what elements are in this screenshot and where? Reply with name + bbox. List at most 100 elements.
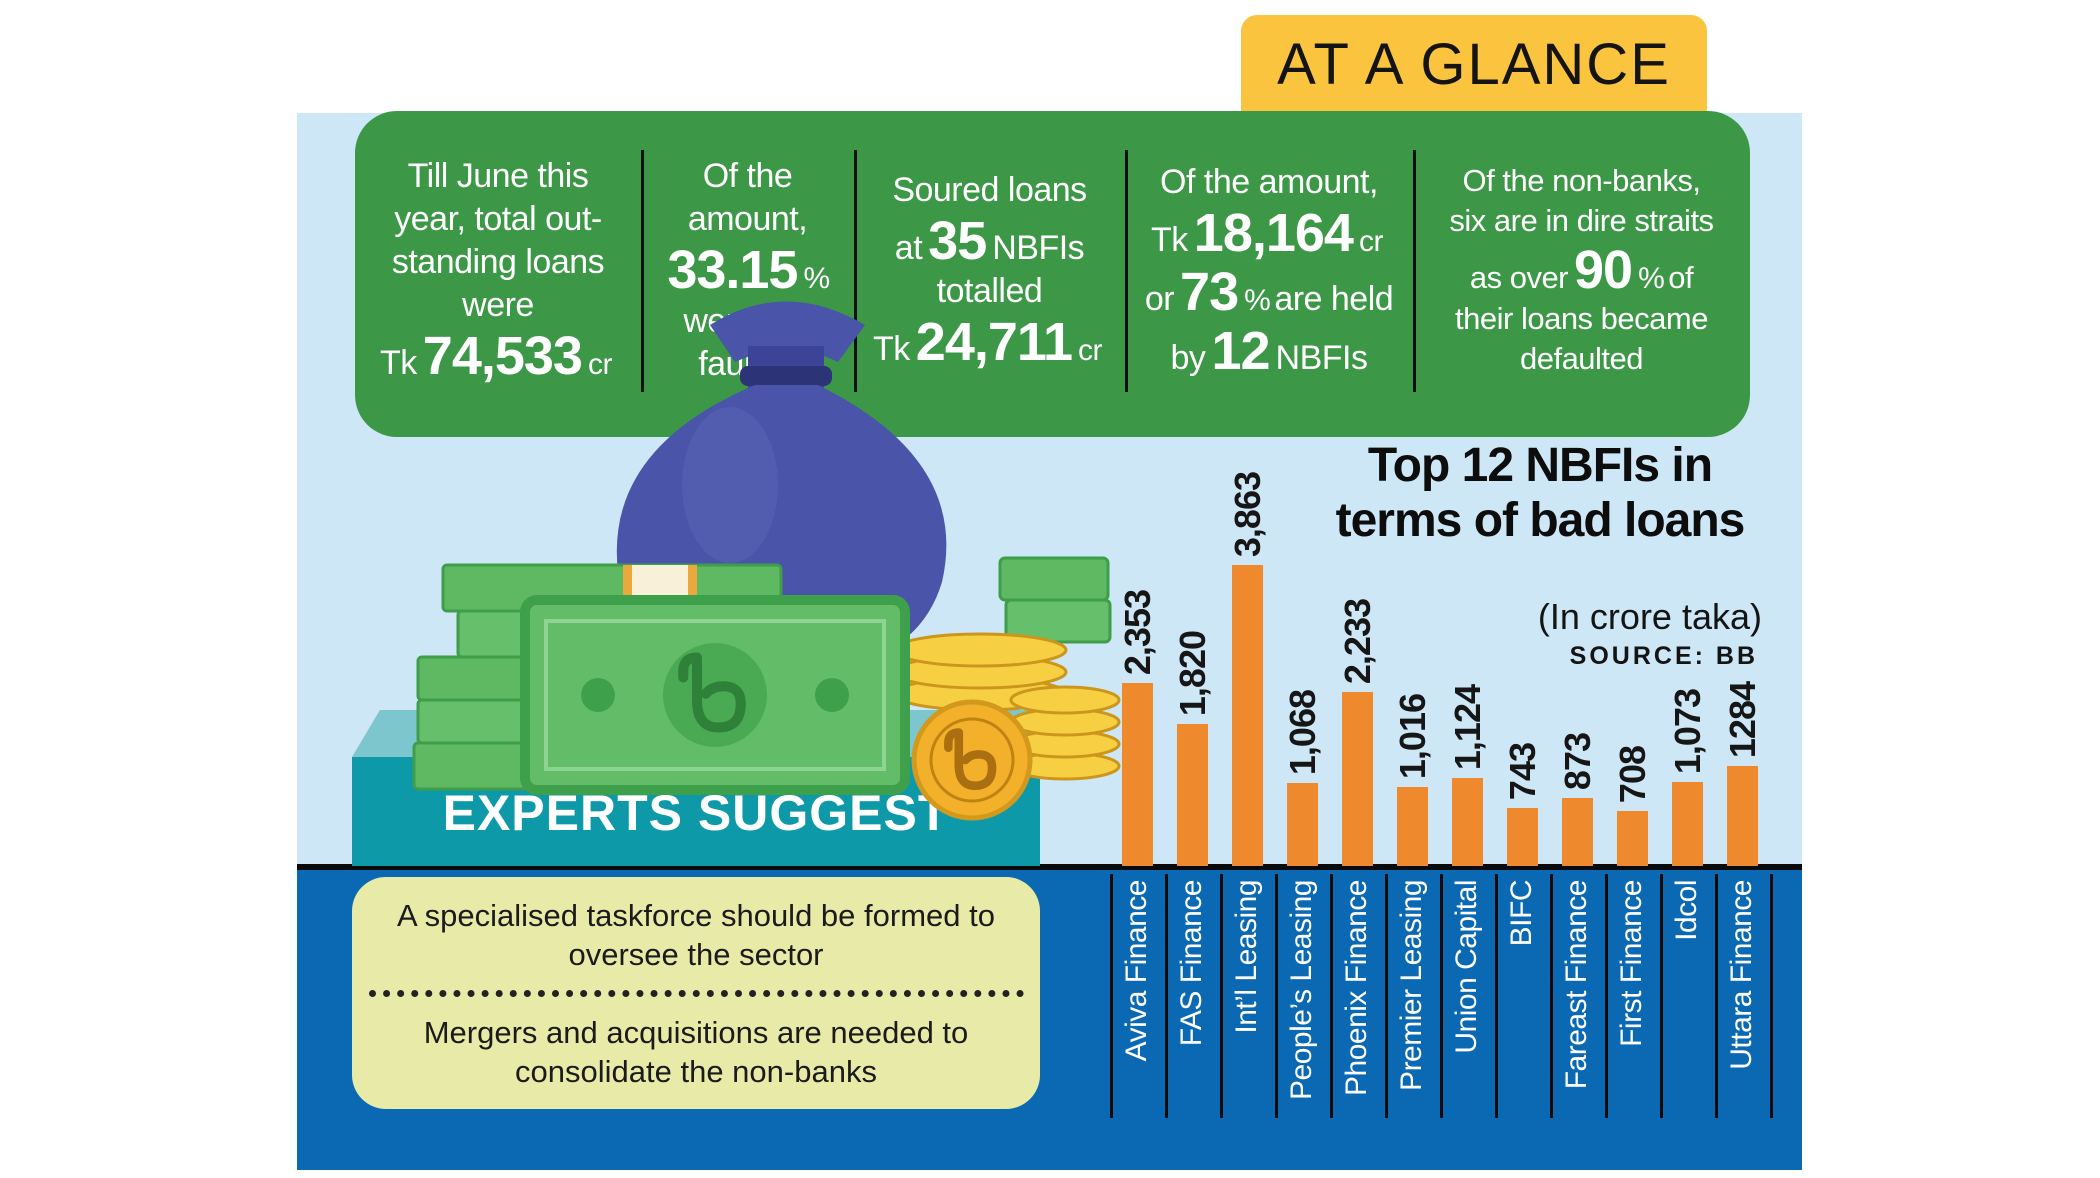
category-divider-line xyxy=(1660,874,1663,1118)
stat-text: % xyxy=(1244,283,1271,317)
category-label: Premier Leasing xyxy=(1394,880,1428,1091)
bar-value-label: 1,016 xyxy=(1391,693,1433,779)
stat-text-line: Soured loans xyxy=(860,169,1119,212)
bar xyxy=(1452,778,1483,866)
category-label: FAS Finance xyxy=(1174,880,1208,1047)
stat-text-line: their loans became xyxy=(1419,299,1744,339)
category-divider-line xyxy=(1330,874,1333,1118)
bar xyxy=(1617,811,1648,866)
bar xyxy=(1232,565,1263,866)
stat-text-line: Tk 74,533 cr xyxy=(361,327,635,386)
category-divider-line xyxy=(1770,874,1773,1118)
bar xyxy=(1727,766,1758,866)
stat-text-line: Tk 18,164 cr xyxy=(1131,204,1407,263)
stat-text: Of the xyxy=(702,156,793,195)
bar-value-label: 2,353 xyxy=(1116,589,1158,675)
stat-text-line: were xyxy=(361,284,635,327)
stat-big-number: 35 xyxy=(928,210,987,271)
stat-text: of xyxy=(1668,260,1694,295)
stat-text-line: Of the xyxy=(647,155,848,198)
stat-text-line: defaulted xyxy=(1419,339,1744,379)
stat-text: cr xyxy=(1358,224,1384,258)
category-divider-line xyxy=(1495,874,1498,1118)
chart-title-line1: Top 12 NBFIs in xyxy=(1367,439,1713,492)
stat-text: or xyxy=(1144,279,1175,318)
bar-value-label: 1,073 xyxy=(1666,688,1708,774)
category-label: Aviva Finance xyxy=(1119,880,1153,1062)
stat-text: Of the amount, xyxy=(1160,162,1378,201)
bar-value-label: 3,863 xyxy=(1226,471,1268,557)
stat-text: year, total out- xyxy=(394,199,602,238)
bar-value-label: 873 xyxy=(1556,732,1598,790)
category-label: Idcol xyxy=(1669,880,1703,941)
stat-panel: Till June this year, total out-standing l… xyxy=(355,111,641,437)
stat-text: cr xyxy=(587,347,613,381)
category-label: Union Capital xyxy=(1449,880,1483,1054)
bar xyxy=(1342,692,1373,866)
bar xyxy=(1397,787,1428,866)
category-label: Int’l Leasing xyxy=(1229,880,1263,1034)
bar xyxy=(1562,798,1593,866)
at-a-glance-badge: AT A GLANCE xyxy=(1241,15,1707,115)
stat-text: defaulted xyxy=(1519,341,1644,376)
category-divider-line xyxy=(1550,874,1553,1118)
bar-value-label: 1,820 xyxy=(1171,630,1213,716)
stat-text: NBFIs xyxy=(1275,338,1368,377)
gold-coin-icon xyxy=(911,699,1033,821)
stat-panel-divider xyxy=(1413,150,1416,392)
stat-text-line: Tk 24,711 cr xyxy=(860,313,1119,372)
stat-text: % xyxy=(1638,262,1665,295)
stat-panel-divider xyxy=(1125,150,1128,392)
bar xyxy=(1507,808,1538,866)
stat-big-number: 24,711 xyxy=(915,311,1073,372)
stat-text: as over xyxy=(1469,260,1569,295)
chart-source: SOURCE: BB xyxy=(1569,642,1758,670)
chart-baseline-divider xyxy=(297,864,1802,870)
stat-text-line: Of the non-banks, xyxy=(1419,161,1744,201)
stat-text-line: standing loans xyxy=(361,241,635,284)
stat-text: Till June this xyxy=(407,156,589,195)
stat-text-line: totalled xyxy=(860,270,1119,313)
stat-text: Tk xyxy=(1151,220,1188,259)
bill-stack-right-icon xyxy=(998,556,1112,644)
banknote-icon xyxy=(520,595,910,795)
bar-value-label: 708 xyxy=(1611,745,1653,803)
bar xyxy=(1672,782,1703,866)
stat-text: at xyxy=(894,228,923,267)
stat-text: Tk xyxy=(873,329,910,368)
stats-banner: Till June this year, total out-standing l… xyxy=(355,111,1750,437)
suggestion-text: A specialised taskforce should be formed… xyxy=(397,897,995,972)
stat-text: amount, xyxy=(687,199,808,238)
category-label: First Finance xyxy=(1614,880,1648,1047)
stat-text: standing loans xyxy=(391,242,605,281)
stat-text-line: six are in dire straits xyxy=(1419,201,1744,241)
dotted-separator xyxy=(368,989,1024,997)
stat-text-line: or 73% are held xyxy=(1131,263,1407,322)
category-label: Uttara Finance xyxy=(1724,880,1758,1070)
stat-text-line: year, total out- xyxy=(361,198,635,241)
stat-text-line: at 35 NBFIs xyxy=(860,212,1119,270)
stat-text: six are in dire straits xyxy=(1449,203,1714,238)
bar xyxy=(1177,724,1208,866)
stat-text: were xyxy=(462,285,534,324)
bar-value-label: 1284 xyxy=(1721,681,1763,758)
bar-value-label: 743 xyxy=(1501,742,1543,800)
stat-text: Of the non-banks, xyxy=(1462,163,1701,198)
category-label: People’s Leasing xyxy=(1284,880,1318,1100)
stat-text: % xyxy=(803,261,830,295)
stat-text-line: Till June this xyxy=(361,155,635,198)
category-divider-line xyxy=(1440,874,1443,1118)
bar xyxy=(1122,683,1153,866)
chart-title: Top 12 NBFIs in terms of bad loans xyxy=(1310,438,1770,548)
stat-text: Tk xyxy=(380,343,417,382)
stat-panel: Soured loans at 35 NBFIs totalled Tk 24,711 cr xyxy=(854,111,1125,437)
bar xyxy=(1287,783,1318,866)
stat-panel: Of the non-banks, six are in dire straits… xyxy=(1413,111,1750,437)
bar-value-label: 1,068 xyxy=(1281,689,1323,775)
stat-text: cr xyxy=(1077,333,1103,367)
category-divider-line xyxy=(1110,874,1113,1118)
stat-big-number: 33.15 xyxy=(667,239,798,300)
category-divider-line xyxy=(1220,874,1223,1118)
stat-text: NBFIs xyxy=(992,228,1085,267)
stat-text-line: amount, xyxy=(647,198,848,241)
